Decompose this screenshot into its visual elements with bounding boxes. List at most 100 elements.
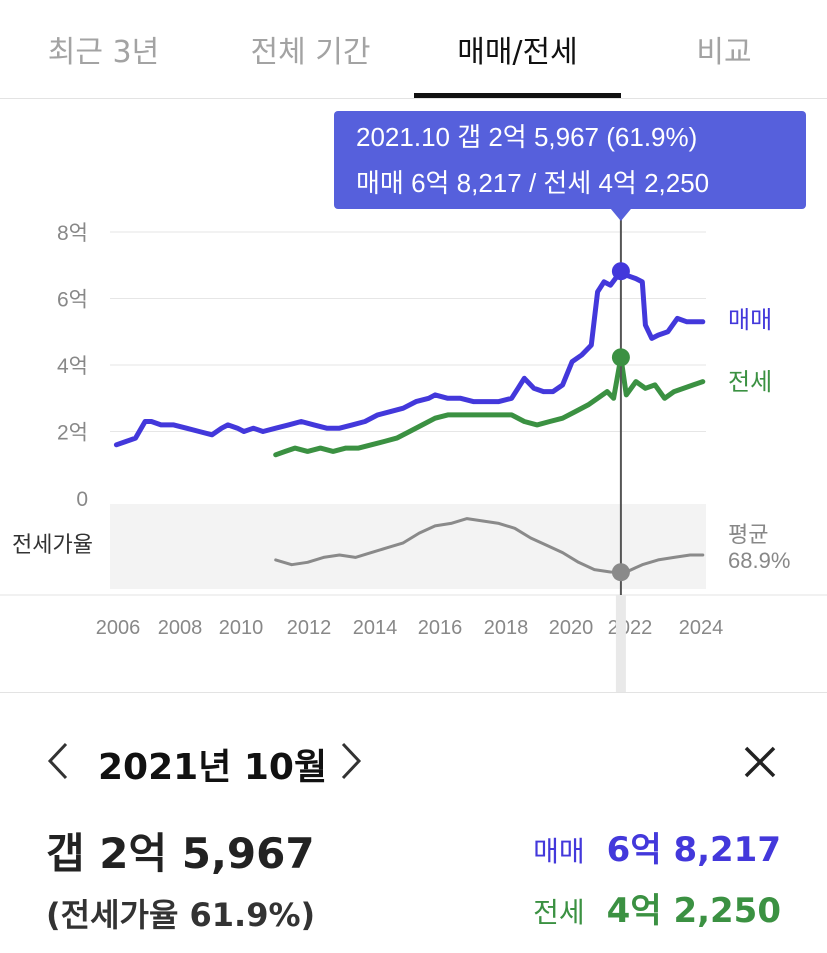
tooltip-line-1: 2021.10 갭 2억 5,967 (61.9%): [356, 122, 697, 152]
ratio-series-point: [290, 563, 293, 566]
jeonse-series-point: [395, 436, 399, 440]
sale-series-point: [376, 413, 379, 417]
sale-series-point: [325, 426, 328, 430]
sale-series-point: [656, 333, 660, 337]
selected-month-title: 2021년 10월: [98, 747, 328, 788]
tab-all-period[interactable]: 전체 기간: [207, 0, 414, 98]
jeonse-series-point: [484, 413, 488, 417]
tooltip-line-2: 매매 6억 8,217 / 전세 4억 2,250: [356, 168, 709, 198]
jeonse-series-point: [344, 446, 348, 450]
ratio-series-point: [338, 553, 341, 557]
tab-recent-3-years[interactable]: 최근 3년: [0, 0, 207, 98]
sale-series-point: [389, 410, 392, 413]
ratio-series-point: [322, 556, 325, 559]
sale-series-point: [666, 330, 669, 333]
y-tick-label: 4억: [57, 355, 88, 378]
sale-series-point: [523, 377, 526, 380]
prev-month-icon[interactable]: [44, 740, 74, 782]
sale-series-point: [363, 420, 367, 423]
ratio-series-point: [529, 536, 532, 540]
sale-series-point: [510, 397, 513, 400]
jeonse-series-point: [682, 387, 685, 390]
jeonse-highlight-dot: [611, 348, 630, 367]
tooltip-arrow: [610, 209, 631, 221]
sale-series-point: [300, 420, 303, 423]
jeonse-series-point: [472, 413, 475, 417]
y-tick-label: 2억: [57, 422, 88, 445]
jeonse-series-point: [644, 387, 647, 390]
tab-label: 매매/전세: [457, 35, 578, 70]
sale-summary-label: 매매: [533, 835, 585, 868]
x-tick-label: 2006: [96, 617, 141, 639]
jeonse-series-point: [433, 417, 437, 420]
tab-label: 비교: [696, 35, 752, 70]
ratio-series-point: [402, 541, 405, 545]
jeonse-series-point: [382, 440, 386, 443]
active-tab-indicator: [414, 93, 621, 98]
jeonse-summary-label: 전세: [533, 896, 585, 929]
sale-series-point: [261, 430, 265, 433]
sale-series-point: [402, 407, 405, 410]
jeonse-summary-value: 4억 2,250: [606, 891, 781, 931]
tab-sale-jeonse[interactable]: 매매/전세: [414, 0, 621, 98]
sale-series-point: [242, 430, 246, 433]
x-tick-label: 2008: [158, 617, 203, 639]
ratio-highlight-dot: [611, 563, 630, 582]
jeonse-series-point: [535, 423, 539, 427]
sale-series-point: [414, 400, 418, 403]
sale-series-point: [596, 290, 599, 294]
x-tick-label: 2024: [679, 617, 724, 639]
ratio-series-point: [497, 522, 501, 525]
jeonse-series-point: [672, 390, 676, 393]
ratio-series-point: [274, 558, 277, 562]
next-month-icon[interactable]: [335, 740, 365, 782]
sale-series-point: [561, 383, 564, 387]
sale-series-point: [459, 397, 462, 400]
sale-series-point: [609, 284, 612, 287]
jeonse-series-point: [625, 393, 628, 397]
jeonse-series-point: [523, 420, 526, 423]
ratio-series-point: [433, 524, 437, 528]
y-tick-label: 6억: [57, 289, 88, 312]
jeonse-series-point: [497, 413, 501, 417]
tab-bar: 최근 3년 전체 기간 매매/전세 비교: [0, 0, 827, 99]
chart-cursor-band: [615, 595, 626, 692]
series-label-sale: 매매: [728, 307, 772, 334]
jeonse-series-point: [692, 383, 695, 387]
jeonse-series-point: [561, 417, 564, 420]
jeonse-series-point: [574, 410, 577, 413]
sale-series-point: [287, 423, 290, 427]
tab-compare[interactable]: 비교: [621, 0, 827, 98]
average-value: 68.9%: [728, 548, 790, 573]
jeonse-series-point: [284, 450, 287, 453]
jeonse-series-point: [612, 397, 615, 400]
sale-series-point: [676, 317, 679, 320]
sale-series-point: [644, 323, 647, 327]
jeonse-series-point: [548, 420, 552, 423]
tooltip-box: [334, 111, 806, 209]
ratio-series-point: [370, 551, 373, 554]
jeonse-series-line: [273, 354, 706, 458]
jeonse-ratio-text: (전세가율 61.9%): [46, 896, 316, 934]
jeonse-series-point: [596, 397, 599, 400]
close-icon[interactable]: [738, 740, 782, 784]
sale-series-point: [695, 320, 698, 323]
sale-series-point: [570, 360, 574, 363]
jeonse-series-point: [653, 383, 657, 387]
ratio-band-background: [110, 504, 706, 589]
chart-tooltip: 2021.10 갭 2억 5,967 (61.9%) 매매 6억 8,217 /…: [334, 111, 806, 221]
section-divider: [0, 692, 827, 693]
sale-series-point: [701, 320, 705, 323]
ratio-series-point: [609, 570, 612, 574]
jeonse-series-point: [319, 446, 322, 450]
sale-series-point: [115, 443, 118, 446]
y-tick-label: 0: [76, 488, 88, 511]
jeonse-series-point: [634, 380, 638, 383]
sale-series-point: [210, 433, 214, 437]
jeonse-summary: 전세 4억 2,250: [533, 883, 781, 932]
sale-series-point: [172, 423, 175, 427]
sale-series-point: [433, 393, 437, 397]
sale-series-point: [274, 426, 277, 430]
ratio-series-point: [672, 556, 676, 559]
